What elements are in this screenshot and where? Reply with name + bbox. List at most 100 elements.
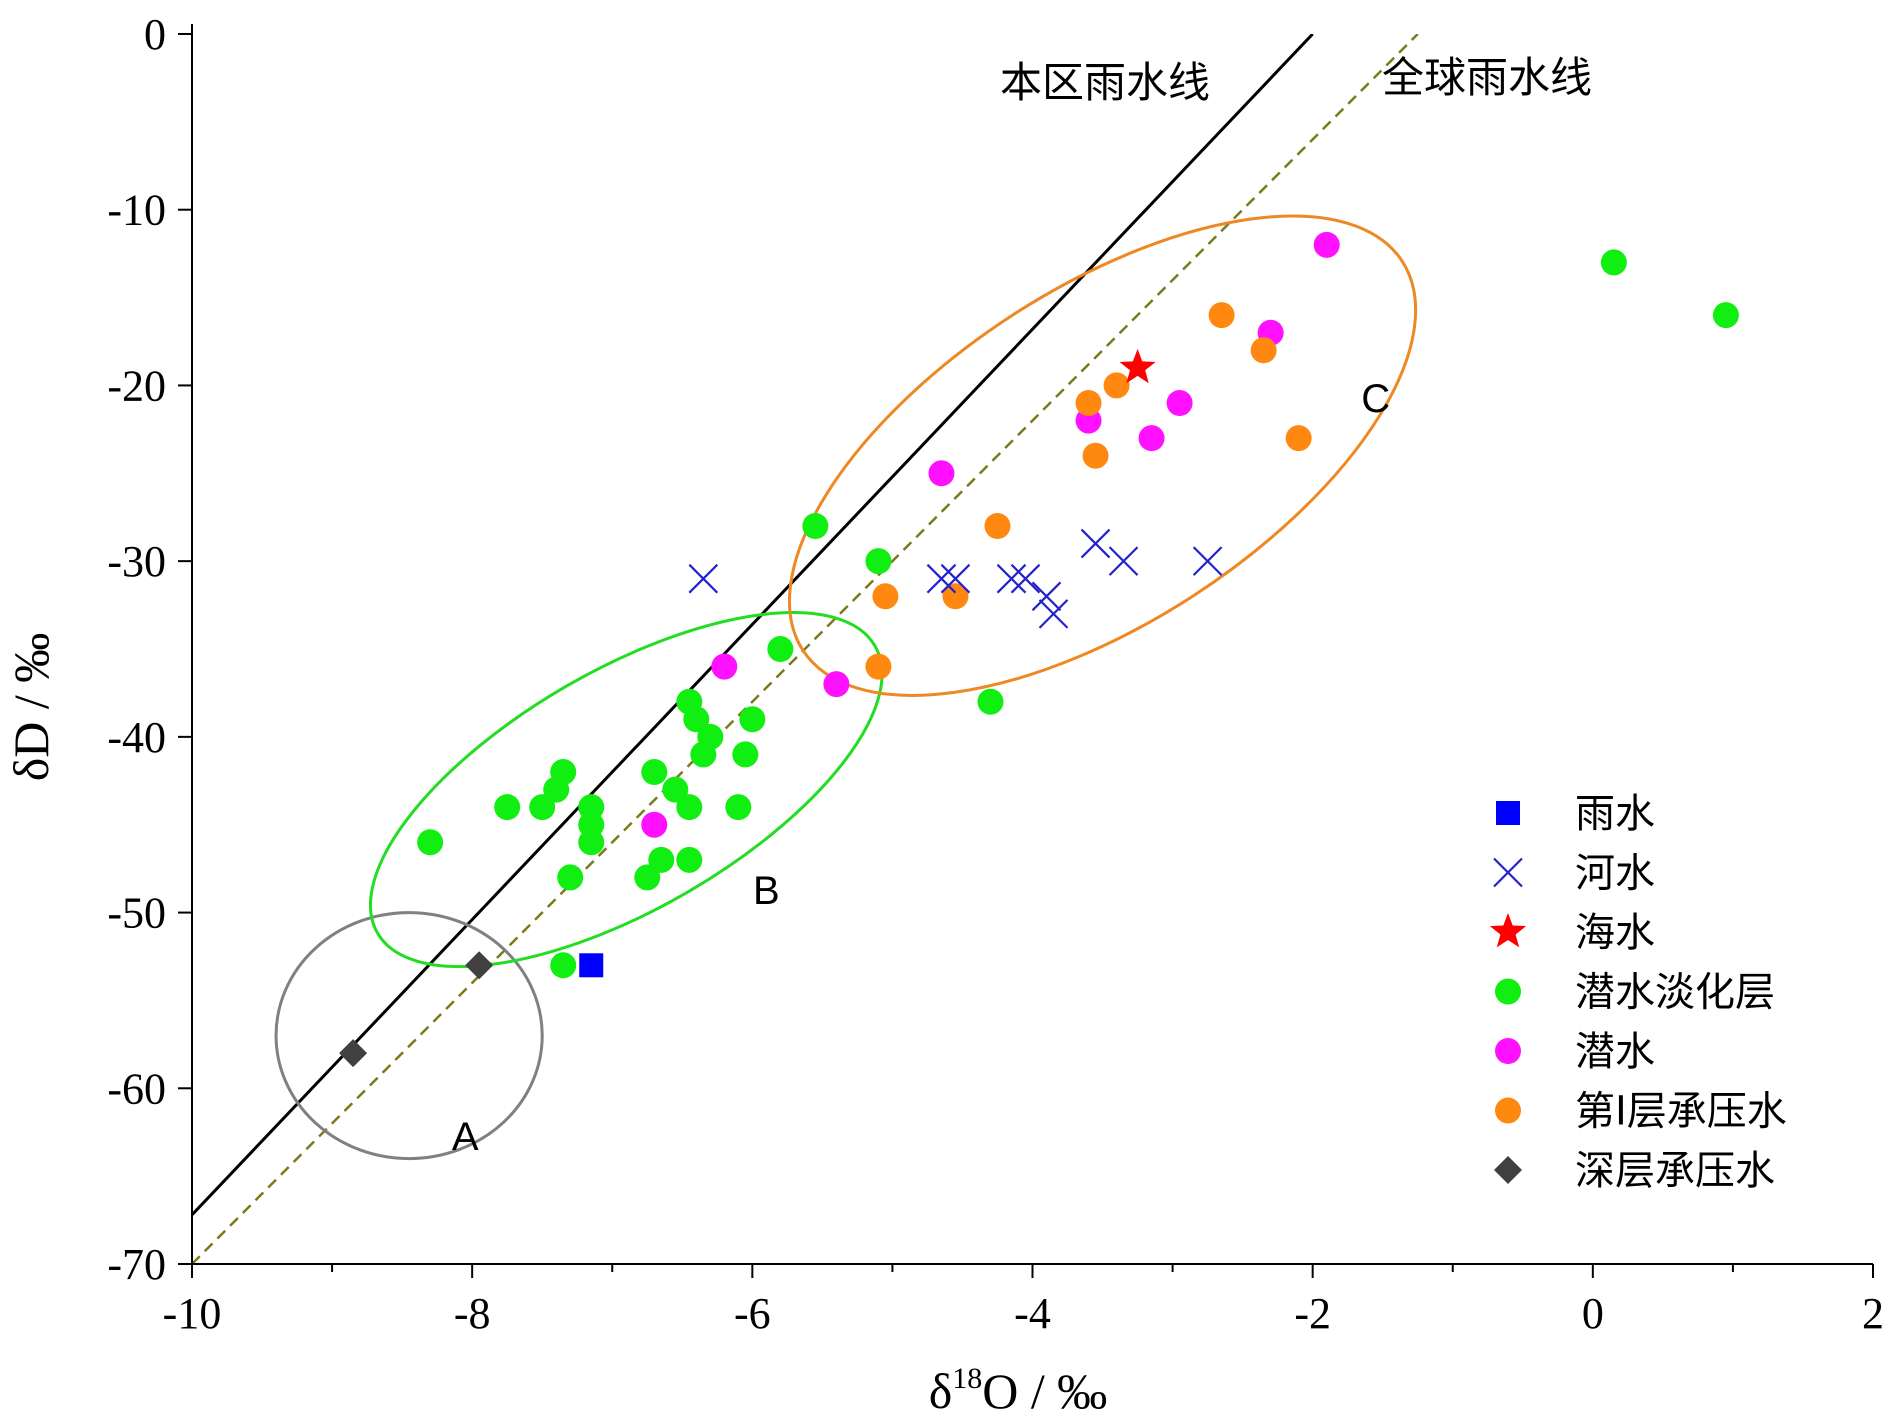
data-point-series-6 [1075, 390, 1102, 416]
y-tick-label: -40 [107, 713, 166, 762]
data-point-series-5 [1138, 425, 1165, 452]
data-point-series-6 [865, 653, 892, 680]
data-point-series-6 [1103, 372, 1130, 399]
data-point-series-4 [550, 952, 577, 979]
data-point-series-2 [1038, 599, 1069, 629]
legend-marker-series-4 [1495, 978, 1521, 1005]
legend-marker-series-1 [1496, 801, 1520, 825]
data-point-series-6 [984, 513, 1011, 539]
data-point-series-6 [1285, 425, 1312, 452]
data-point-series-6 [872, 583, 899, 610]
x-tick-label: -2 [1294, 1289, 1331, 1338]
data-point-series-2 [996, 563, 1027, 594]
x-axis-title-main: δ [929, 1363, 953, 1419]
data-point-series-4 [494, 794, 521, 821]
x-axis-title: δ18O / ‰ [929, 1362, 1108, 1419]
data-point-series-2 [1080, 528, 1111, 559]
data-point-series-6 [1208, 302, 1235, 329]
y-tick-label: -50 [107, 889, 166, 938]
data-point-series-6 [1082, 442, 1109, 469]
x-tick-label: -6 [734, 1289, 771, 1338]
y-tick-label: -20 [107, 361, 166, 410]
legend-label-series-5: 潜水 [1575, 1029, 1655, 1075]
data-point-series-1 [579, 953, 604, 978]
data-point-series-5 [928, 460, 955, 487]
group-label-b: B [753, 869, 780, 913]
axes: -10 -8 -6 -4 -2 0 20-10-20-30-40-50-60-70 [107, 10, 1884, 1338]
data-point-series-5 [823, 671, 850, 698]
data-point-series-2 [1108, 546, 1139, 576]
data-point-series-5 [711, 653, 738, 680]
data-point-series-4 [634, 864, 661, 891]
data-point-series-2 [688, 563, 719, 594]
data-point-series-4 [676, 846, 703, 873]
data-point-series-4 [865, 548, 892, 575]
legend-marker-series-3 [1489, 913, 1527, 948]
data-point-series-4 [767, 636, 794, 662]
legend-label-series-3: 海水 [1575, 910, 1655, 956]
x-tick-label: -4 [1014, 1289, 1051, 1338]
data-point-series-4 [557, 864, 584, 891]
data-point-series-4 [550, 759, 577, 785]
y-tick-label: 0 [144, 10, 166, 59]
data-point-series-4 [725, 794, 752, 821]
data-point-series-4 [697, 723, 724, 750]
legend-marker-series-6 [1495, 1097, 1521, 1124]
x-axis-title-rest: O / ‰ [982, 1363, 1107, 1419]
y-tick-label: -10 [107, 186, 166, 235]
legend-label-series-2: 河水 [1575, 851, 1655, 897]
x-tick-label: 2 [1862, 1289, 1884, 1338]
group-label-c: C [1361, 377, 1390, 421]
reference-line-1 [192, 34, 1314, 1216]
data-point-series-6 [942, 583, 969, 610]
data-point-series-2 [1192, 546, 1223, 576]
data-point-series-4 [641, 759, 668, 785]
legend-label-series-4: 潜水淡化层 [1575, 970, 1775, 1016]
data-point-series-4 [1712, 302, 1739, 329]
legend-marker-series-7 [1494, 1156, 1522, 1184]
group-ellipse-a [274, 911, 544, 1161]
data-point-series-5 [1313, 231, 1340, 258]
data-point-series-4 [417, 829, 444, 856]
data-point-series-2 [940, 563, 971, 594]
data-point-series-4 [676, 794, 703, 821]
data-point-series-2 [1031, 581, 1062, 612]
data-point-series-4 [977, 688, 1004, 715]
data-point-series-5 [641, 811, 668, 838]
y-tick-label: -30 [107, 537, 166, 586]
plot-area: 本区雨水线 全球雨水线 A B C [192, 34, 1739, 1264]
data-point-series-5 [1166, 390, 1193, 416]
x-tick-label: -10 [163, 1289, 222, 1338]
data-point-series-7 [465, 951, 494, 980]
legend-marker-series-2 [1493, 857, 1523, 888]
reference-line-label-1: 本区雨水线 [1000, 58, 1210, 107]
legend-label-series-1: 雨水 [1575, 791, 1655, 837]
data-point-series-2 [926, 563, 957, 594]
x-axis-title-superscript: 18 [952, 1362, 982, 1395]
x-tick-label: 0 [1582, 1289, 1604, 1338]
y-tick-label: -70 [107, 1240, 166, 1289]
data-point-series-4 [662, 776, 689, 803]
data-point-series-4 [802, 513, 829, 539]
data-point-series-4 [578, 829, 605, 856]
data-point-series-4 [529, 794, 556, 821]
group-ellipse-c [787, 214, 1418, 697]
y-tick-label: -60 [107, 1064, 166, 1113]
x-tick-label: -8 [454, 1289, 491, 1338]
data-point-series-4 [683, 706, 710, 733]
data-point-series-3 [1119, 348, 1156, 384]
data-point-series-4 [732, 741, 759, 768]
group-ellipse-b [368, 611, 884, 969]
group-label-a: A [452, 1115, 479, 1159]
y-axis-title: δD / ‰ [3, 633, 59, 782]
data-point-series-2 [1010, 563, 1041, 594]
legend-label-series-6: 第I层承压水 [1575, 1089, 1787, 1135]
data-point-series-4 [1600, 249, 1627, 276]
data-point-series-7 [339, 1039, 368, 1068]
data-point-series-4 [739, 706, 766, 733]
reference-line-label-2: 全球雨水线 [1382, 53, 1592, 102]
legend-label-series-7: 深层承压水 [1575, 1148, 1775, 1194]
legend-marker-series-5 [1495, 1038, 1521, 1064]
